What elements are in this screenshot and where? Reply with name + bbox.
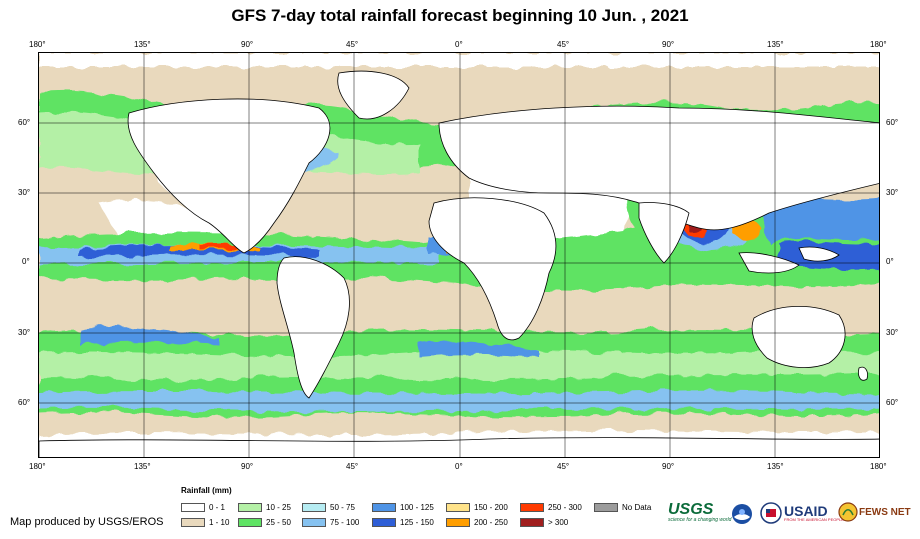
lat-label-right: 30° (886, 188, 899, 197)
legend-swatch (302, 503, 326, 512)
lon-label-top: 135° (767, 40, 784, 49)
legend-label: > 300 (548, 518, 569, 527)
legend-label: 75 - 100 (330, 518, 360, 527)
legend-swatch (520, 503, 544, 512)
lon-label-bottom: 45° (557, 462, 570, 471)
lon-label-top: 45° (346, 40, 359, 49)
legend-item: 150 - 200 (446, 502, 508, 513)
legend-label: 100 - 125 (400, 503, 434, 512)
legend-label: No Data (622, 503, 652, 512)
noaa-emblem-icon (732, 504, 752, 524)
usaid-wordmark: USAID (784, 503, 828, 519)
legend-swatch (302, 518, 326, 527)
usaid-tagline: FROM THE AMERICAN PEOPLE (784, 517, 844, 522)
legend-label: 150 - 200 (474, 503, 508, 512)
lon-label-top: 0° (455, 40, 463, 49)
lon-label-bottom: 90° (241, 462, 254, 471)
legend-label: 250 - 300 (548, 503, 582, 512)
lat-label-right: 0° (886, 257, 894, 266)
legend-swatch (238, 518, 262, 527)
legend-label: 1 - 10 (209, 518, 230, 527)
lon-label-top: 135° (134, 40, 151, 49)
legend-item: 100 - 125 (372, 502, 434, 513)
legend-swatch (181, 518, 205, 527)
legend-swatch (446, 518, 470, 527)
legend-item: 250 - 300 (520, 502, 582, 513)
legend-swatch (372, 518, 396, 527)
legend-label: 125 - 150 (400, 518, 434, 527)
legend-label: 10 - 25 (266, 503, 291, 512)
legend-item: 125 - 150 (372, 517, 434, 528)
graticule (39, 53, 879, 457)
fews-net-logo: FEWS NET (838, 502, 911, 522)
lon-label-bottom: 180° (870, 462, 887, 471)
lat-label-right: 60° (886, 398, 899, 407)
lat-label-left: 30° (18, 188, 31, 197)
usgs-wordmark: USGS (668, 501, 714, 518)
legend-swatch (372, 503, 396, 512)
usaid-seal-icon (760, 502, 782, 524)
legend-swatch (520, 518, 544, 527)
legend-swatch (238, 503, 262, 512)
legend-label: 0 - 1 (209, 503, 226, 512)
lon-label-top: 90° (662, 40, 675, 49)
lon-label-top: 90° (241, 40, 254, 49)
noaa-logo (731, 503, 753, 525)
legend-swatch (181, 503, 205, 512)
lon-label-bottom: 45° (346, 462, 359, 471)
map-title: GFS 7-day total rainfall forecast beginn… (231, 6, 689, 25)
map-canvas (39, 53, 879, 457)
legend-item: > 300 (520, 517, 568, 528)
lon-label-top: 180° (29, 40, 46, 49)
legend-swatch (446, 503, 470, 512)
legend-item: 200 - 250 (446, 517, 508, 528)
lon-label-bottom: 0° (455, 462, 463, 471)
map-credit: Map produced by USGS/EROS (10, 516, 164, 528)
lat-label-right: 30° (886, 328, 899, 337)
fews-net-wordmark: FEWS NET (859, 506, 911, 518)
legend-title: Rainfall (mm) (181, 486, 232, 495)
land-outlines (39, 70, 879, 457)
legend-label: 50 - 75 (330, 503, 355, 512)
legend-label: 25 - 50 (266, 518, 291, 527)
lat-label-right: 60° (886, 118, 899, 127)
lon-label-bottom: 90° (662, 462, 675, 471)
legend-item: No Data (594, 502, 651, 513)
fews-net-emblem-icon (838, 502, 858, 522)
usgs-logo: USGS science for a changing world (668, 502, 731, 523)
lat-label-left: 60° (18, 398, 31, 407)
legend-item: 10 - 25 (238, 502, 291, 513)
usgs-tagline: science for a changing world (668, 517, 732, 523)
lon-label-top: 180° (870, 40, 887, 49)
legend-label: 200 - 250 (474, 518, 508, 527)
legend-item: 1 - 10 (181, 517, 229, 528)
rainfall-map (38, 52, 880, 458)
legend-item: 75 - 100 (302, 517, 359, 528)
legend-item: 25 - 50 (238, 517, 291, 528)
lon-label-bottom: 135° (767, 462, 784, 471)
legend-swatch (594, 503, 618, 512)
lon-label-bottom: 135° (134, 462, 151, 471)
legend-item: 0 - 1 (181, 502, 225, 513)
lon-label-bottom: 180° (29, 462, 46, 471)
legend-item: 50 - 75 (302, 502, 355, 513)
usaid-logo: USAID FROM THE AMERICAN PEOPLE (760, 502, 844, 524)
lat-label-left: 0° (22, 257, 30, 266)
lat-label-left: 60° (18, 118, 31, 127)
lon-label-top: 45° (557, 40, 570, 49)
lat-label-left: 30° (18, 328, 31, 337)
